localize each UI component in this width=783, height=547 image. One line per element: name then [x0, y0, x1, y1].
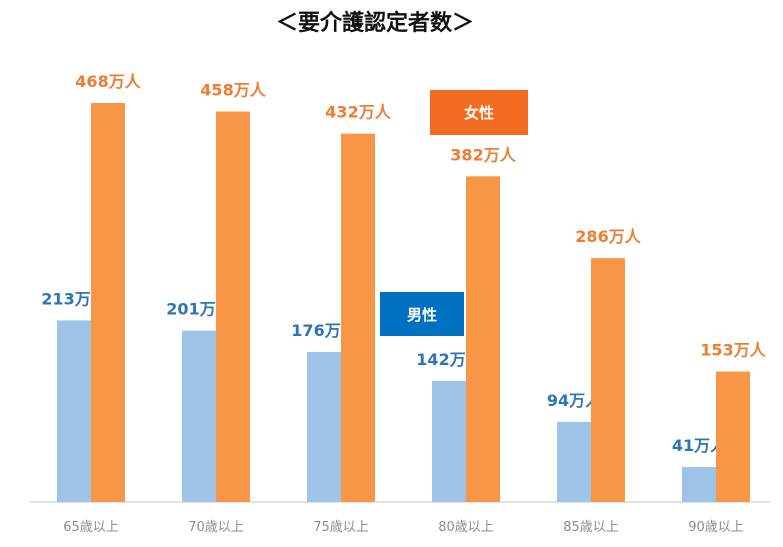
x-tick-label-6: 90歳以上: [688, 520, 744, 535]
male-bar-6: [682, 467, 716, 502]
female-data-label-2: 458万人: [200, 81, 266, 100]
male-bar-5: [557, 421, 591, 502]
male-bar-1: [57, 320, 91, 502]
x-tick-label-5: 85歳以上: [563, 520, 619, 535]
x-tick-label-4: 80歳以上: [438, 520, 494, 535]
x-tick-label-3: 75歳以上: [313, 520, 369, 535]
male-data-label-5: 94万人: [547, 391, 602, 410]
bars-group: 213万人468万人201万人458万人176万人432万人142万人382万人…: [41, 72, 767, 503]
male-bar-4: [432, 380, 466, 502]
tick-labels-group: 65歳以上 70歳以上 75歳以上 80歳以上 85歳以上 90歳以上: [63, 520, 744, 535]
female-bar-1: [91, 103, 125, 502]
female-bar-6: [716, 371, 750, 502]
male-data-label-6: 41万人: [672, 436, 727, 455]
female-data-label-5: 286万人: [575, 227, 641, 246]
female-data-label-6: 153万人: [700, 341, 766, 360]
female-data-label-4: 382万人: [450, 145, 516, 164]
female-bar-4: [466, 176, 500, 503]
x-tick-label-2: 70歳以上: [188, 520, 244, 535]
x-tick-label-1: 65歳以上: [63, 520, 119, 535]
legend-male-label: 男性: [407, 306, 437, 324]
chart-title: ＜要介護認定者数＞: [276, 10, 474, 36]
female-data-label-3: 432万人: [325, 103, 391, 122]
male-bar-3: [307, 351, 341, 502]
female-bar-3: [341, 133, 375, 502]
legend-male-box: [380, 292, 464, 336]
female-bar-5: [591, 258, 625, 502]
legend-female-label: 女性: [464, 104, 494, 122]
legend-female-box: [430, 90, 528, 135]
female-bar-2: [216, 111, 250, 503]
female-data-label-1: 468万人: [75, 72, 141, 91]
male-bar-2: [182, 330, 216, 502]
